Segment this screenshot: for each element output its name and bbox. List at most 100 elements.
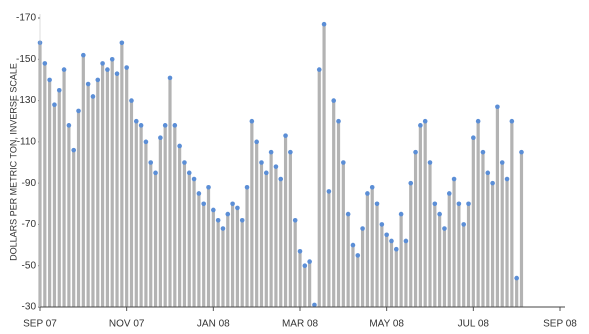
- bar-marker: [254, 139, 259, 145]
- bar: [120, 42, 124, 308]
- bar: [298, 251, 302, 307]
- bar: [76, 110, 81, 308]
- x-tick-label: MAR 08: [282, 319, 319, 330]
- bar-marker: [355, 253, 361, 258]
- bar-marker: [66, 123, 72, 128]
- bar-marker: [206, 184, 211, 190]
- bar: [356, 255, 360, 307]
- bar-marker: [514, 275, 519, 281]
- bar-marker: [442, 226, 447, 231]
- bar: [317, 69, 321, 307]
- x-tick-label: JUL 08: [458, 319, 490, 330]
- bar: [481, 152, 485, 307]
- bar: [519, 152, 524, 307]
- bar-marker: [321, 21, 327, 27]
- bar-marker: [278, 176, 284, 182]
- bar-marker: [302, 263, 308, 269]
- bar-marker: [336, 118, 341, 124]
- bar-marker: [71, 147, 77, 153]
- bar-marker: [105, 67, 110, 72]
- x-tick-label: NOV 07: [109, 319, 145, 330]
- bar: [413, 152, 418, 307]
- bar: [52, 104, 57, 307]
- bar-marker: [283, 133, 288, 138]
- bar: [274, 166, 278, 307]
- bar-marker: [85, 81, 91, 87]
- bar-marker: [259, 160, 264, 165]
- bar: [389, 240, 394, 307]
- y-tick-label: -50: [22, 260, 37, 271]
- bar: [279, 179, 283, 307]
- bar: [178, 145, 182, 307]
- bar: [235, 207, 240, 307]
- bar: [365, 193, 370, 307]
- bar: [510, 121, 514, 307]
- bar-marker: [42, 61, 48, 66]
- bar: [360, 228, 365, 307]
- bar: [129, 100, 134, 307]
- bar-marker: [268, 149, 274, 155]
- bar-marker: [456, 201, 462, 207]
- bar-marker: [519, 149, 524, 155]
- bar-marker: [143, 139, 149, 145]
- bar: [351, 245, 355, 307]
- bar: [115, 73, 119, 307]
- bar-marker: [316, 67, 322, 72]
- bar: [442, 228, 447, 307]
- bar-marker: [47, 77, 52, 83]
- bar-marker: [297, 248, 303, 254]
- bar: [471, 137, 475, 307]
- bar: [96, 79, 100, 307]
- bar-marker: [138, 123, 144, 128]
- bar: [192, 179, 196, 307]
- bar-marker: [109, 56, 115, 62]
- bar-marker: [451, 176, 457, 182]
- bar: [197, 193, 201, 307]
- bar: [308, 261, 312, 307]
- bar-marker: [490, 180, 495, 186]
- bar: [486, 172, 490, 307]
- bar: [336, 121, 341, 307]
- bar-marker: [374, 201, 380, 207]
- bar: [438, 214, 442, 307]
- y-tick-label: -170: [16, 13, 36, 24]
- bar-marker: [153, 170, 158, 176]
- bar-marker: [480, 149, 486, 155]
- bar: [380, 224, 384, 307]
- bar-marker: [215, 218, 221, 223]
- bar-marker: [292, 218, 298, 223]
- bar: [139, 125, 143, 307]
- bar-marker: [418, 123, 423, 128]
- bar-marker: [393, 246, 399, 252]
- bar: [385, 234, 389, 307]
- bar-marker: [288, 149, 293, 155]
- bar-marker: [495, 104, 500, 110]
- y-tick-label: -90: [22, 178, 37, 189]
- bar: [163, 125, 167, 307]
- bar: [100, 63, 105, 307]
- bar: [515, 278, 519, 307]
- bar: [43, 63, 47, 307]
- bar-marker: [413, 149, 418, 155]
- bar-marker: [129, 98, 134, 103]
- bar: [168, 77, 172, 307]
- bar-marker: [239, 218, 245, 223]
- bar-marker: [365, 191, 370, 196]
- bar-marker: [220, 226, 226, 231]
- y-tick-label: -130: [16, 95, 36, 106]
- bar: [495, 106, 500, 307]
- y-axis-label: DOLLARS PER METRIC TON, INVERSE SCALE: [8, 63, 18, 261]
- bar: [452, 179, 456, 307]
- bar: [67, 125, 71, 307]
- bar-marker: [408, 180, 414, 186]
- bar: [173, 125, 177, 307]
- bar: [105, 69, 110, 307]
- bar: [202, 203, 206, 307]
- bar-marker: [307, 259, 312, 264]
- bar: [211, 209, 215, 307]
- bar: [462, 224, 466, 307]
- bar-marker: [225, 211, 231, 217]
- bar: [264, 172, 268, 307]
- bar-marker: [350, 242, 356, 248]
- bar-marker: [379, 222, 385, 227]
